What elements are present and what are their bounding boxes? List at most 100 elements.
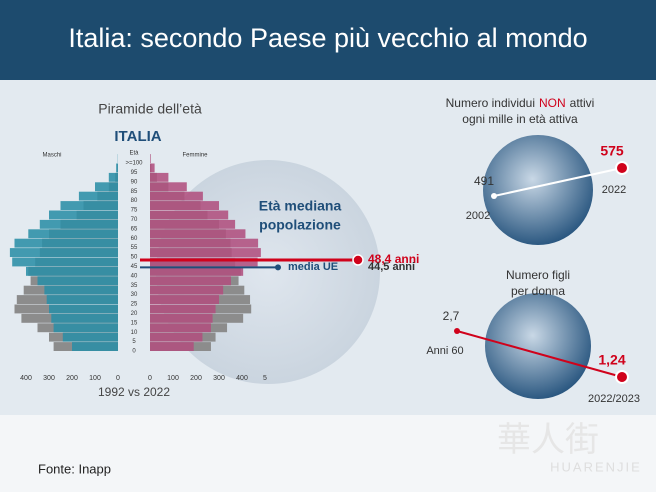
y-tick-label: 75	[131, 208, 138, 214]
pyramid-bar	[51, 314, 118, 323]
pyramid-bar	[150, 305, 216, 314]
y-tick-label: 10	[131, 330, 138, 336]
pyramid-bar	[150, 323, 211, 332]
x-tick-label: 100	[167, 375, 179, 382]
x-tick-label: 200	[190, 375, 202, 382]
y-tick-label: 90	[131, 179, 138, 185]
pyramid-bar	[61, 201, 119, 210]
x-tick-label: 5	[263, 375, 267, 382]
x-tick-label: 300	[43, 375, 55, 382]
y-tick-label: 85	[131, 189, 138, 195]
x-label: 2022	[602, 184, 626, 196]
chart-subtitle: ITALIA	[114, 128, 161, 145]
y-tick-label: 35	[131, 283, 138, 289]
pyramid-bar	[150, 276, 231, 285]
pyramid-bar	[150, 229, 245, 238]
photo-circle	[485, 293, 591, 399]
caption: 1992 vs 2022	[98, 385, 170, 399]
annotation: popolazione	[259, 217, 341, 233]
y-tick-label: 65	[131, 226, 138, 232]
x-tick-label: 400	[20, 375, 32, 382]
photo-circle	[483, 135, 593, 245]
pyramid-bar	[26, 267, 118, 276]
pyramid-bar	[150, 173, 168, 182]
pyramid-bar	[15, 239, 119, 248]
point	[454, 328, 460, 334]
x-tick-label: 400	[236, 375, 248, 382]
y-tick-label: 80	[131, 198, 138, 204]
median-label: 44,5 anni	[368, 261, 415, 273]
pyramid-bar	[150, 220, 235, 229]
y-tick-label: 15	[131, 320, 138, 326]
chart-subtitle: ogni mille in età attiva	[462, 112, 578, 126]
pyramid-bar	[72, 342, 118, 351]
value-label: 1,24	[598, 352, 625, 368]
pyramid-bar	[116, 164, 118, 173]
pyramid-bar	[38, 276, 119, 285]
pyramid-bar	[150, 164, 155, 173]
median-label: media UE	[288, 261, 338, 273]
y-tick-label: 55	[131, 245, 138, 251]
pyramid-bar	[47, 295, 118, 304]
median-dot	[275, 264, 281, 270]
pyramid-bar	[95, 182, 118, 191]
pyramid-bar	[150, 154, 151, 163]
x-tick-label: 200	[66, 375, 78, 382]
pyramid-bar	[150, 211, 228, 220]
chart-title: Numero figli	[506, 268, 570, 282]
y-tick-label: 25	[131, 302, 138, 308]
pyramid-bar	[54, 323, 118, 332]
value-label: 575	[600, 143, 624, 159]
axis-label: Maschi	[42, 153, 61, 159]
x-tick-label: 0	[116, 375, 120, 382]
annotation: Età mediana	[259, 198, 342, 214]
x-tick-label: 100	[89, 375, 101, 382]
watermark: 華人街	[497, 421, 599, 459]
pyramid-bar	[12, 258, 118, 267]
y-tick-label: 60	[131, 236, 138, 242]
pyramid-bar	[40, 220, 118, 229]
pyramid-bar	[150, 295, 219, 304]
axis-label: Età	[129, 151, 139, 157]
axis-label: Femmine	[182, 153, 208, 159]
source: Fonte: Inapp	[38, 461, 111, 476]
y-tick-label: >=100	[125, 161, 143, 167]
pyramid-bar	[10, 248, 118, 257]
pyramid-bar	[150, 192, 203, 201]
point	[616, 371, 628, 383]
median-dot	[353, 255, 363, 265]
pyramid-bar	[150, 286, 223, 295]
pyramid-bar	[49, 211, 118, 220]
x-label: 2002	[466, 210, 490, 222]
value-label: 2,7	[443, 309, 460, 323]
point	[491, 193, 497, 199]
pyramid-bar	[150, 342, 194, 351]
x-label: 2022/2023	[588, 393, 640, 405]
y-tick-label: 70	[131, 217, 138, 223]
value-label: 491	[474, 174, 494, 188]
title-part: Numero individui	[446, 96, 535, 110]
title-part: attivi	[570, 96, 595, 110]
pyramid-bar	[79, 192, 118, 201]
chart-title: Piramide dell’età	[98, 101, 202, 117]
watermark: HUARENJIE	[550, 459, 642, 474]
pyramid-bar	[150, 201, 219, 210]
pyramid-bar	[63, 333, 118, 342]
page-title: Italia: secondo Paese più vecchio al mon…	[68, 23, 587, 53]
x-tick-label: 300	[213, 375, 225, 382]
pyramid-bar	[150, 333, 202, 342]
pyramid-bar	[150, 248, 261, 257]
pyramid-bar	[150, 239, 258, 248]
y-tick-label: 50	[131, 255, 138, 261]
pyramid-bar	[150, 182, 187, 191]
point	[616, 162, 628, 174]
y-tick-label: 20	[131, 311, 138, 317]
pyramid-bar	[150, 314, 213, 323]
x-label: Anni 60	[426, 345, 463, 357]
pyramid-bar	[49, 305, 118, 314]
y-tick-label: 40	[131, 273, 138, 279]
pyramid-bar	[44, 286, 118, 295]
chart-title: per donna	[511, 284, 565, 298]
